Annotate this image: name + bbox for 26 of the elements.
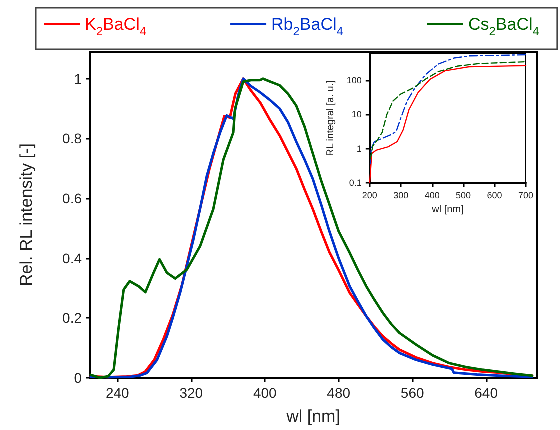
y-tick-label: 100 [346,76,362,86]
x-tick-label: 400 [253,385,278,401]
x-tick-label: 300 [394,190,409,200]
x-tick-label: 320 [180,385,204,401]
x-tick-label: 600 [487,190,502,200]
x-tick-label: 400 [424,190,440,200]
x-axis-title: wl [nm] [431,204,464,216]
x-tick-label: 700 [518,190,534,200]
x-tick-label: 500 [456,190,472,200]
x-tick-label: 200 [362,190,378,200]
y-tick-label: 0.6 [62,190,82,207]
y-tick-label: 0.1 [349,178,362,188]
y-tick-label: 1 [74,70,82,87]
y-axis-title: Rel. RL intensity [-] [17,144,36,286]
y-tick-label: 10 [352,110,362,120]
y-tick-label: 0.2 [62,310,82,326]
y-tick-label: 0.4 [62,250,82,266]
y-tick-label: 0 [74,370,82,386]
y-tick-label: 0.8 [62,130,82,147]
x-tick-label: 240 [106,385,130,401]
y-axis-title: RL integral [a. u.] [326,80,336,156]
x-tick-label: 560 [400,385,424,401]
x-tick-label: 640 [474,385,498,401]
x-axis-title: wl [nm] [286,407,340,426]
y-tick-label: 1 [356,144,362,154]
x-tick-label: 480 [327,385,351,401]
